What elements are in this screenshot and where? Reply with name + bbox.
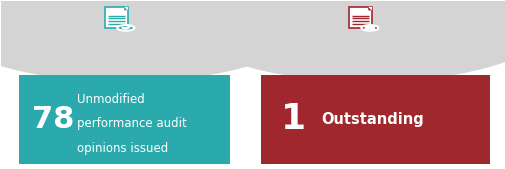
Circle shape bbox=[117, 25, 134, 31]
Circle shape bbox=[361, 25, 378, 31]
Polygon shape bbox=[368, 7, 371, 10]
FancyBboxPatch shape bbox=[260, 75, 488, 164]
Circle shape bbox=[0, 0, 309, 82]
Text: Outstanding: Outstanding bbox=[320, 112, 423, 127]
Text: Unmodified: Unmodified bbox=[77, 93, 144, 106]
Polygon shape bbox=[368, 7, 371, 10]
Polygon shape bbox=[124, 7, 128, 10]
Circle shape bbox=[183, 0, 505, 82]
Text: 1: 1 bbox=[280, 102, 305, 136]
Text: 78: 78 bbox=[31, 105, 74, 134]
FancyBboxPatch shape bbox=[19, 75, 230, 164]
FancyBboxPatch shape bbox=[348, 7, 371, 28]
Text: opinions issued: opinions issued bbox=[77, 142, 168, 155]
Text: performance audit: performance audit bbox=[77, 117, 186, 130]
Polygon shape bbox=[124, 7, 128, 10]
FancyBboxPatch shape bbox=[105, 7, 128, 28]
